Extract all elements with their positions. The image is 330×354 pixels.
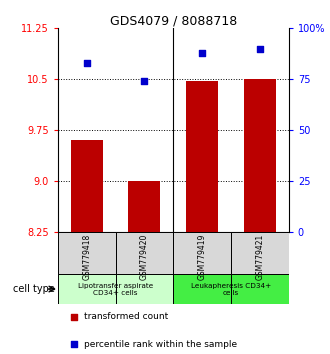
Bar bbox=[58, 232, 115, 274]
Bar bbox=[128, 181, 160, 232]
Point bbox=[71, 341, 77, 347]
Bar bbox=[244, 79, 276, 232]
Text: Lipotransfer aspirate
CD34+ cells: Lipotransfer aspirate CD34+ cells bbox=[78, 282, 153, 296]
Point bbox=[257, 46, 263, 52]
Point bbox=[199, 50, 205, 56]
Bar bbox=[58, 274, 115, 304]
Text: cell type: cell type bbox=[13, 284, 55, 294]
Bar bbox=[186, 81, 218, 232]
Text: transformed count: transformed count bbox=[84, 312, 169, 321]
Point bbox=[71, 314, 77, 320]
Bar bbox=[231, 232, 289, 274]
Text: GSM779420: GSM779420 bbox=[140, 233, 149, 280]
Bar bbox=[231, 274, 289, 304]
Bar bbox=[173, 274, 231, 304]
Text: GSM779418: GSM779418 bbox=[82, 233, 91, 280]
Bar bbox=[115, 232, 173, 274]
Bar bbox=[71, 140, 103, 232]
Bar bbox=[115, 274, 173, 304]
Text: GSM779421: GSM779421 bbox=[255, 233, 264, 280]
Text: Leukapheresis CD34+
cells: Leukapheresis CD34+ cells bbox=[191, 282, 271, 296]
Point bbox=[142, 79, 147, 84]
Text: GSM779419: GSM779419 bbox=[198, 233, 207, 280]
Point bbox=[84, 60, 89, 66]
Bar bbox=[173, 232, 231, 274]
Title: GDS4079 / 8088718: GDS4079 / 8088718 bbox=[110, 14, 237, 27]
Text: percentile rank within the sample: percentile rank within the sample bbox=[84, 339, 238, 349]
